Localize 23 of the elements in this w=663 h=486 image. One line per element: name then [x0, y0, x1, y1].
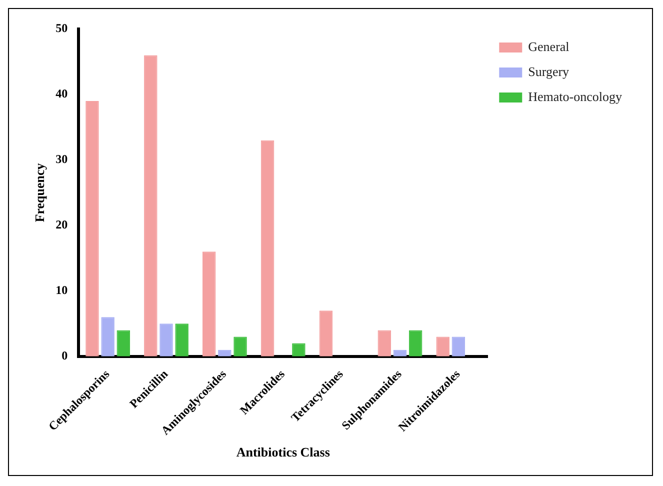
y-tick-label: 50	[56, 21, 68, 36]
bar	[175, 324, 188, 356]
bar	[408, 330, 422, 356]
bar	[86, 101, 99, 356]
bar	[144, 55, 158, 356]
bar	[218, 350, 232, 356]
x-axis-title: Antibiotics Class	[236, 444, 330, 460]
y-tick-label: 0	[62, 348, 68, 362]
bar	[101, 317, 114, 356]
bar	[202, 252, 216, 356]
bar	[116, 330, 130, 356]
y-axis-title: Frequency	[32, 162, 48, 222]
legend-label: General	[528, 38, 570, 54]
bar	[378, 330, 392, 356]
bar	[260, 140, 274, 356]
y-tick-label: 20	[56, 218, 68, 232]
legend-label: Hemato-oncology	[528, 88, 622, 104]
bar	[160, 324, 173, 356]
bar	[319, 310, 333, 356]
y-tick-label: 30	[56, 152, 68, 166]
legend-label: Surgery	[528, 64, 570, 79]
y-tick-label: 40	[56, 86, 68, 101]
y-tick-label: 10	[56, 283, 68, 298]
